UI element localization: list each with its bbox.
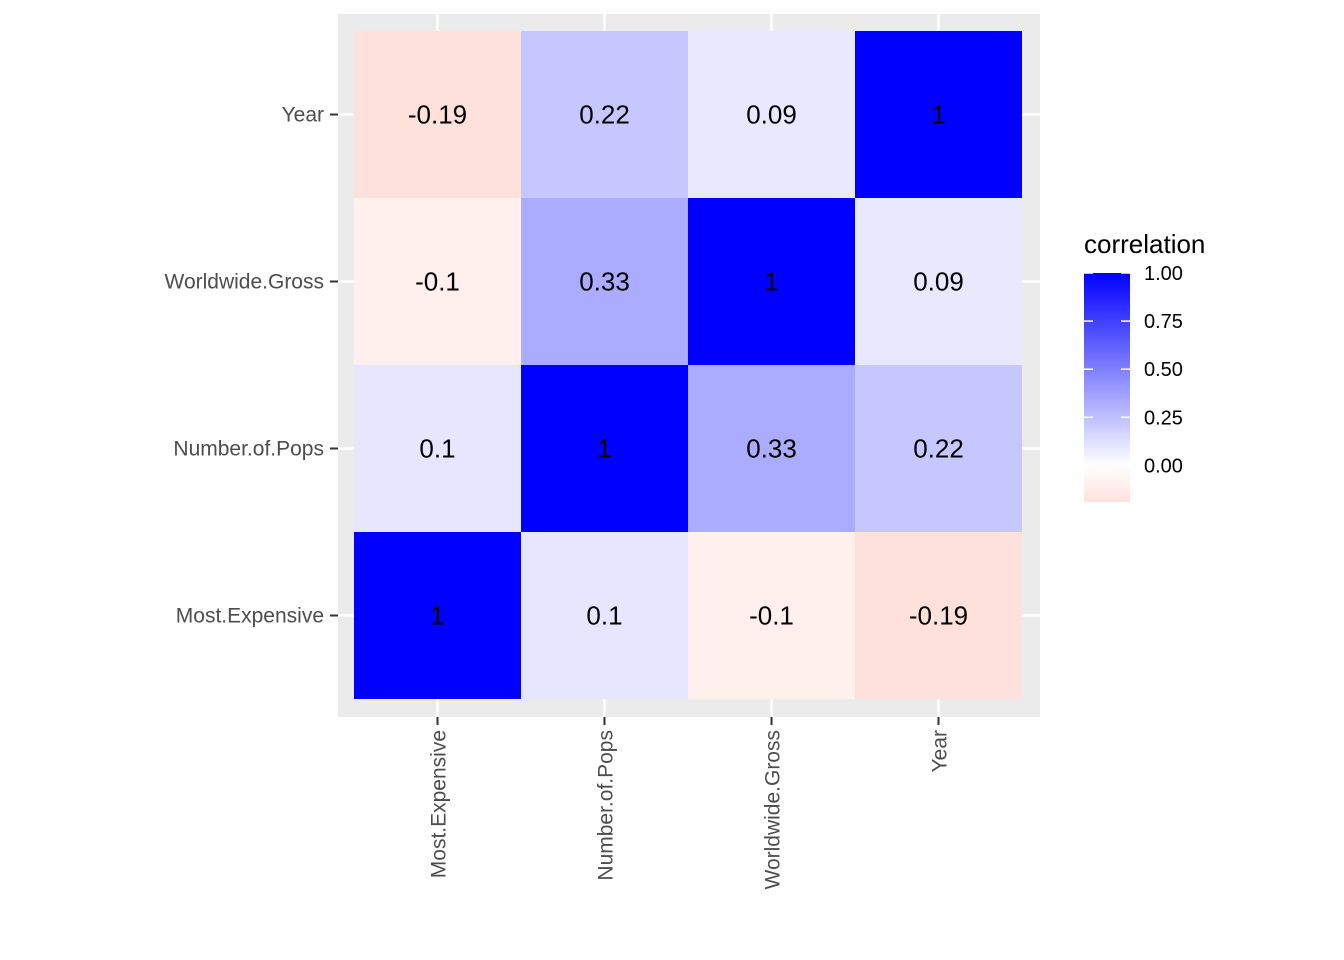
cell-value-label: 0.1 bbox=[586, 601, 622, 631]
x-axis: Most.Expensive Number.of.Pops Worldwide.Gr… bbox=[428, 717, 952, 890]
heatmap-cell bbox=[688, 31, 855, 198]
cell-value-label: -0.1 bbox=[415, 267, 460, 297]
heatmap-cell bbox=[354, 31, 521, 198]
heatmap-cell bbox=[688, 365, 855, 532]
heatmap-cell bbox=[688, 532, 855, 699]
x-axis-tick-label: Worldwide.Gross bbox=[762, 730, 785, 890]
cell-value-label: 0.33 bbox=[579, 267, 630, 297]
heatmap-cell bbox=[855, 365, 1022, 532]
heatmap-cell bbox=[354, 365, 521, 532]
heatmap-cells bbox=[354, 31, 1022, 699]
cell-value-label: 0.22 bbox=[579, 100, 630, 130]
y-axis-tick-label: Most.Expensive bbox=[176, 605, 324, 628]
cell-value-label: 1 bbox=[931, 100, 945, 130]
heatmap-cell bbox=[521, 31, 688, 198]
legend-colorbar bbox=[1084, 273, 1130, 502]
heatmap-cell bbox=[521, 365, 688, 532]
legend-title: correlation bbox=[1084, 229, 1205, 259]
heatmap-cell bbox=[354, 532, 521, 699]
y-axis-tick-label: Number.of.Pops bbox=[173, 438, 324, 461]
cell-labels: 1 0.1 -0.1 -0.19 0.1 1 0.33 0.22 -0.1 0.33 1 0.09 -0… bbox=[408, 100, 968, 631]
legend-tick-label: 0.00 bbox=[1144, 455, 1183, 477]
heatmap-cell bbox=[855, 198, 1022, 365]
cell-value-label: -0.1 bbox=[749, 601, 794, 631]
cell-value-label: 1 bbox=[597, 434, 611, 464]
x-axis-tick-label: Most.Expensive bbox=[428, 730, 451, 878]
x-axis-tick-label: Year bbox=[929, 730, 952, 772]
heatmap-cell bbox=[354, 198, 521, 365]
cell-value-label: 1 bbox=[430, 601, 444, 631]
legend-tick-label: 0.75 bbox=[1144, 311, 1183, 333]
cell-value-label: -0.19 bbox=[408, 100, 467, 130]
cell-value-label: 0.09 bbox=[746, 100, 797, 130]
cell-value-label: -0.19 bbox=[909, 601, 968, 631]
legend-tick-label: 0.25 bbox=[1144, 407, 1183, 429]
legend-tick-label: 1.00 bbox=[1144, 263, 1183, 285]
y-axis: Most.Expensive Number.of.Pops Worldwide.Gr… bbox=[165, 104, 338, 628]
legend-ticks: 1.00 0.75 0.50 0.25 0.00 bbox=[1084, 263, 1183, 477]
x-axis-tick-label: Number.of.Pops bbox=[595, 730, 618, 881]
heatmap-cell bbox=[688, 198, 855, 365]
heatmap-cell bbox=[855, 31, 1022, 198]
heatmap-cell bbox=[855, 532, 1022, 699]
cell-value-label: 0.1 bbox=[419, 434, 455, 464]
legend-tick-label: 0.50 bbox=[1144, 359, 1183, 381]
cell-value-label: 0.22 bbox=[913, 434, 964, 464]
heatmap-cell bbox=[521, 532, 688, 699]
heatmap-cell bbox=[521, 198, 688, 365]
cell-value-label: 0.09 bbox=[913, 267, 964, 297]
cell-value-label: 1 bbox=[764, 267, 778, 297]
legend: correlation 1.00 0.75 0.50 0.25 0.00 bbox=[1084, 229, 1205, 502]
y-axis-tick-label: Year bbox=[282, 104, 324, 127]
y-axis-tick-label: Worldwide.Gross bbox=[165, 271, 325, 294]
cell-value-label: 0.33 bbox=[746, 434, 797, 464]
